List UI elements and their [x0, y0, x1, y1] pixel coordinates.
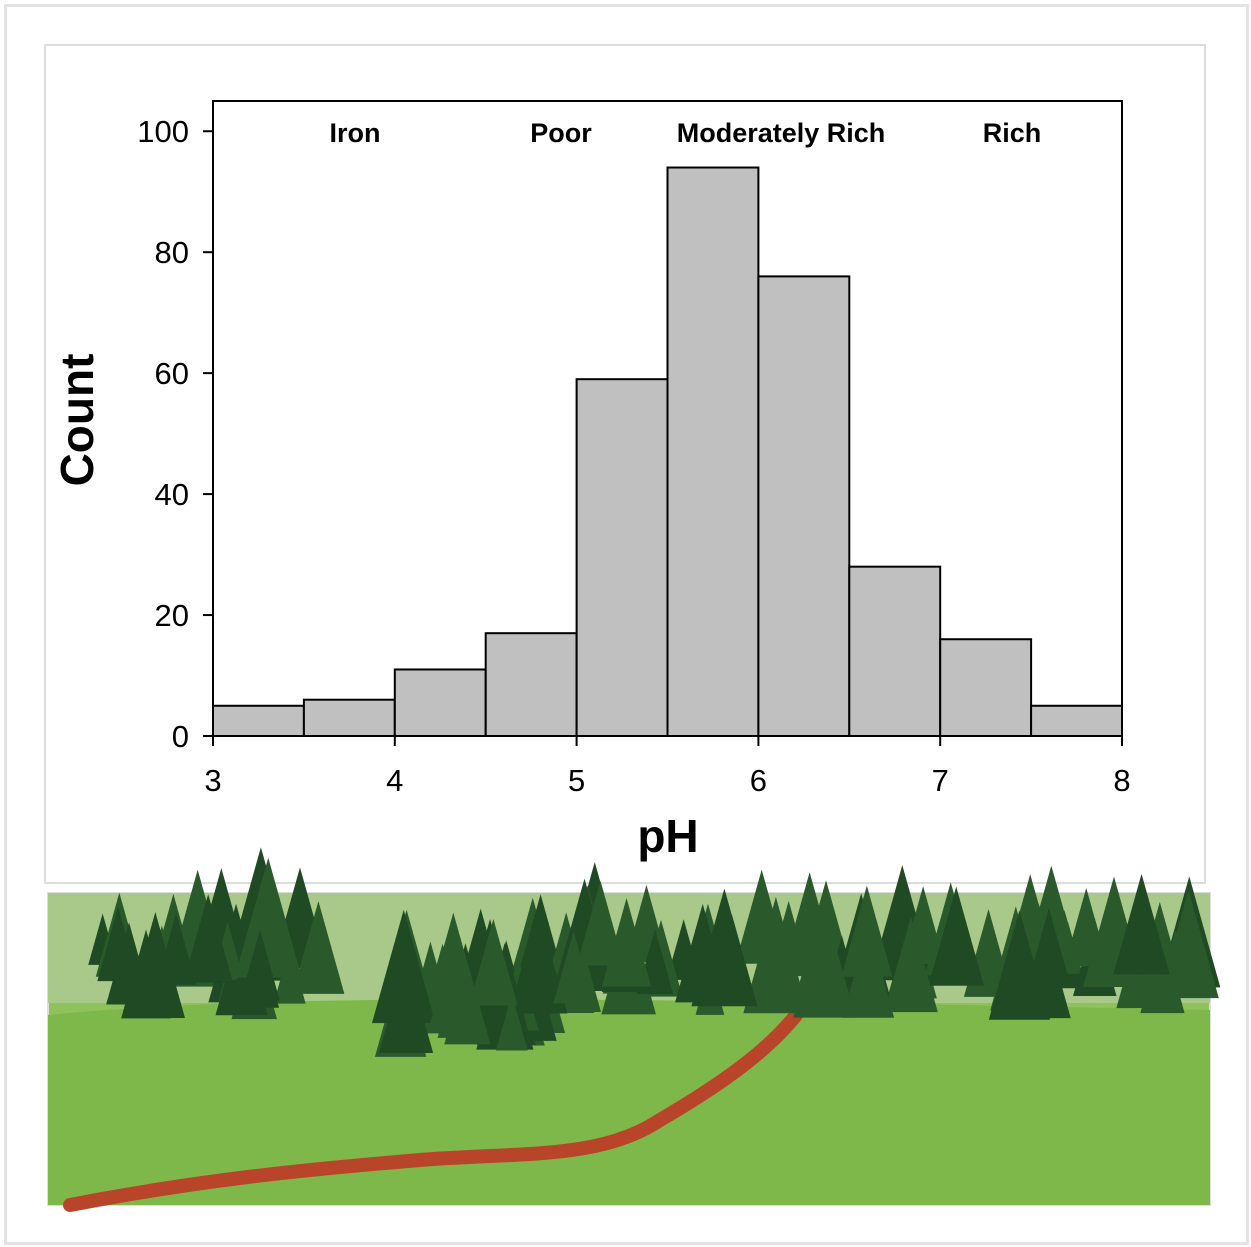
tree — [508, 908, 568, 1014]
bar — [212, 704, 305, 737]
y-tick-label: 80 — [155, 235, 189, 270]
tree — [576, 880, 625, 966]
tree — [842, 925, 895, 1018]
meadow-front — [48, 999, 1210, 1205]
y-tick-label: 0 — [172, 719, 189, 754]
zone-label: Moderately Rich — [677, 118, 886, 148]
bar — [302, 698, 396, 738]
y-tick-label: 100 — [137, 114, 189, 149]
bar — [848, 565, 942, 738]
tree — [184, 894, 233, 980]
tree — [1027, 908, 1071, 985]
bar — [484, 632, 578, 738]
x-tick-label: 8 — [1113, 763, 1130, 798]
x-tick-label: 4 — [386, 763, 403, 798]
photo — [47, 847, 1221, 1212]
frame — [4, 4, 1249, 1245]
y-axis-title: Count — [51, 354, 103, 487]
tree — [691, 888, 758, 1007]
zone-label: Poor — [530, 118, 592, 148]
tree — [1156, 929, 1195, 998]
bar — [666, 166, 760, 737]
red-stream — [63, 1003, 807, 1212]
plot-frame — [212, 100, 1123, 737]
tree — [125, 912, 185, 1018]
y-tick-label: 60 — [155, 356, 189, 391]
tree — [97, 906, 139, 982]
x-axis-title: pH — [637, 810, 698, 862]
x-tick-label: 6 — [750, 763, 767, 798]
tree — [928, 886, 984, 986]
bar — [575, 378, 669, 737]
bar — [1030, 704, 1123, 737]
tree — [292, 901, 345, 994]
tree — [430, 955, 468, 1024]
tree — [822, 951, 852, 1003]
bar — [939, 638, 1033, 737]
x-tick-label: 7 — [932, 763, 949, 798]
tree — [553, 931, 594, 1004]
tree — [884, 916, 938, 1013]
tree — [735, 869, 789, 964]
zone-label: Iron — [330, 118, 381, 148]
bar — [393, 668, 487, 738]
tree — [496, 993, 528, 1051]
tree — [469, 919, 518, 1006]
y-tick-label: 20 — [155, 598, 189, 633]
tree — [234, 857, 302, 978]
chart-panel — [44, 44, 1206, 884]
x-tick-label: 5 — [568, 763, 585, 798]
tree — [379, 956, 434, 1053]
zone-label: Rich — [983, 118, 1042, 148]
tree — [988, 910, 1051, 1020]
x-tick-label: 3 — [204, 763, 221, 798]
tree — [1113, 873, 1170, 975]
y-tick-label: 40 — [155, 477, 189, 512]
bar — [757, 275, 851, 737]
tree — [240, 929, 280, 1001]
